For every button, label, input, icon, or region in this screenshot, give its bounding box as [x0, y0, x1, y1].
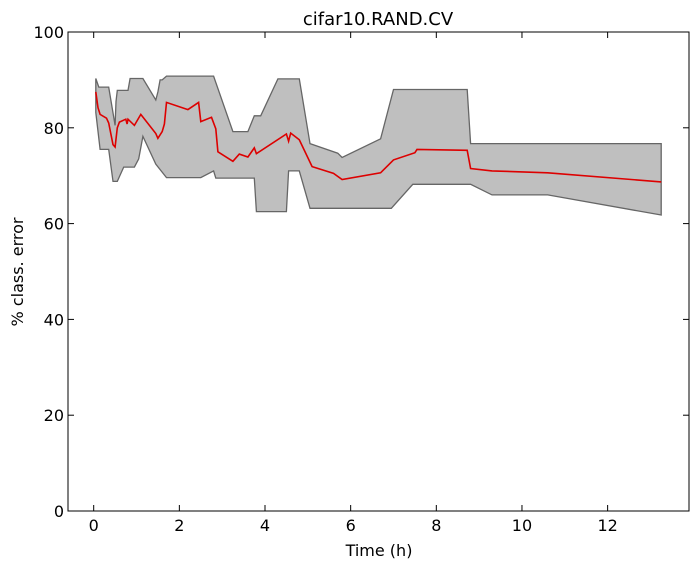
axes-frame: [67, 31, 690, 512]
x-tick-label: 10: [512, 516, 532, 535]
x-axis: 0 2 4 6 8 10 12: [89, 32, 618, 535]
mean-line: [95, 91, 662, 183]
y-tick-label: 60: [44, 215, 64, 234]
y-tick-label: 0: [54, 502, 64, 521]
band-area: [95, 75, 662, 216]
y-tick-label: 40: [44, 310, 64, 329]
y-axis: 0 20 40 60 80 100: [33, 23, 689, 521]
x-tick-label: 2: [174, 516, 184, 535]
y-tick-label: 80: [44, 119, 64, 138]
y-tick-label: 100: [33, 23, 64, 42]
x-axis-label: Time (h): [345, 541, 413, 560]
x-tick-label: 12: [597, 516, 617, 535]
x-tick-label: 8: [431, 516, 441, 535]
x-tick-label: 6: [346, 516, 356, 535]
x-tick-label: 0: [89, 516, 99, 535]
chart-title: cifar10.RAND.CV: [303, 9, 454, 30]
y-tick-label: 20: [44, 406, 64, 425]
x-tick-label: 4: [260, 516, 270, 535]
plot-area: [95, 75, 662, 216]
y-axis-label: % class. error: [8, 217, 27, 326]
